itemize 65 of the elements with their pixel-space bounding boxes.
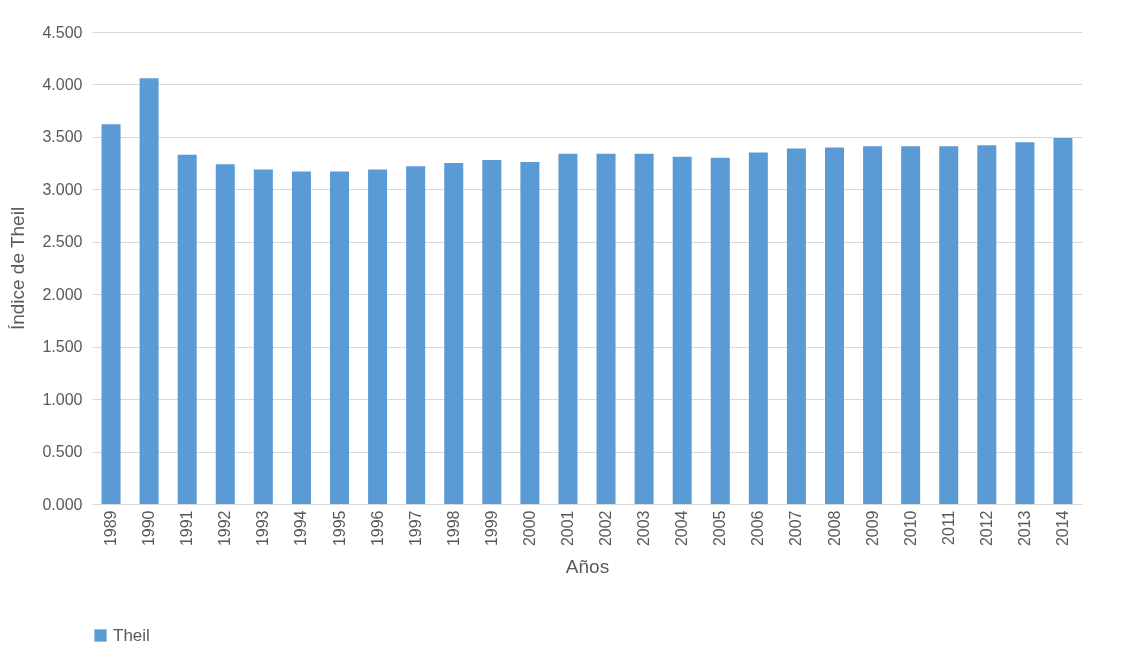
y-tick-label: 1.000 (42, 390, 83, 408)
x-tick-label: 2013 (1015, 510, 1033, 547)
x-tick-label: 2006 (749, 510, 767, 547)
bar (672, 156, 692, 504)
y-tick-label: 2.000 (42, 285, 83, 303)
bar (1053, 137, 1073, 504)
x-tick-label: 2011 (939, 510, 957, 545)
bar (977, 145, 997, 504)
bar (291, 171, 311, 504)
legend-label: Theil (113, 625, 150, 645)
y-tick-label: 3.500 (42, 128, 83, 146)
bar (939, 146, 959, 504)
bar (634, 153, 654, 504)
bar (1015, 142, 1035, 504)
x-tick-label: 2008 (825, 510, 843, 547)
bar (368, 169, 388, 504)
bar (406, 166, 426, 504)
x-tick-label: 1999 (482, 510, 500, 547)
x-tick-label: 2003 (635, 510, 653, 547)
bar (786, 148, 806, 504)
x-tick-label: 1990 (140, 510, 158, 547)
y-tick-label: 3.000 (42, 180, 83, 198)
bar (139, 78, 159, 504)
x-axis-title: Años (565, 556, 610, 578)
x-tick-label: 2007 (787, 510, 805, 547)
bar (748, 152, 768, 504)
y-tick-label: 0.500 (42, 443, 83, 461)
bar (901, 146, 921, 504)
bar (596, 153, 616, 504)
x-tick-label: 2014 (1053, 510, 1071, 547)
x-tick-label: 2012 (977, 510, 995, 547)
x-tick-label: 2001 (558, 510, 576, 547)
x-tick-label: 1992 (216, 510, 234, 547)
y-tick-label: 4.000 (42, 75, 83, 93)
bar (253, 169, 273, 504)
bar (710, 157, 730, 504)
y-tick-label: 4.500 (42, 23, 83, 41)
bar (330, 171, 349, 504)
y-tick-label: 1.500 (42, 338, 83, 356)
y-axis-title: Índice de Theil (7, 206, 29, 331)
x-tick-label: 2009 (863, 510, 881, 547)
x-tick-label: 2005 (711, 510, 729, 547)
bar (177, 154, 197, 504)
x-tick-label: 2004 (673, 510, 691, 547)
x-tick-label: 2000 (520, 510, 538, 547)
x-tick-label: 2002 (597, 510, 615, 547)
x-tick-label: 1995 (330, 510, 348, 547)
bar (825, 147, 844, 504)
x-tick-label: 1993 (254, 510, 272, 547)
y-tick-label: 0.000 (42, 495, 83, 513)
x-tick-label: 1991 (178, 510, 196, 547)
x-tick-label: 1994 (292, 510, 310, 547)
bar (482, 159, 502, 504)
x-tick-label: 1996 (368, 510, 386, 547)
bar (558, 153, 578, 504)
x-tick-label: 2010 (901, 510, 919, 547)
bar (101, 124, 121, 504)
bar (444, 163, 464, 504)
x-tick-label: 1998 (444, 510, 462, 547)
x-tick-label: 1997 (406, 510, 424, 547)
x-tick-label: 1989 (102, 510, 120, 547)
y-tick-label: 2.500 (42, 233, 83, 251)
bar (520, 162, 540, 504)
bar (863, 146, 883, 504)
bar (215, 164, 235, 504)
